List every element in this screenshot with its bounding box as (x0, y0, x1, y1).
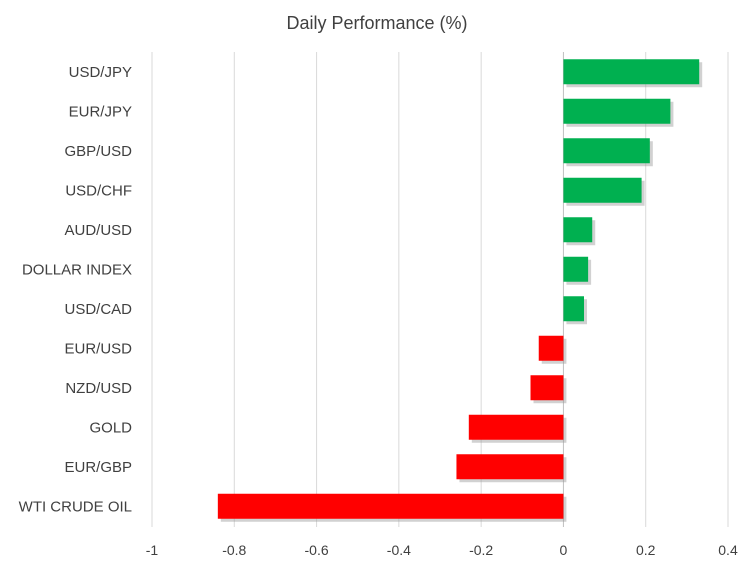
x-tick-label: -1 (146, 542, 159, 558)
bar-usd-chf (563, 177, 642, 203)
category-label: EUR/USD (64, 340, 132, 357)
x-tick-label: -0.2 (469, 542, 493, 558)
category-label: USD/CHF (65, 182, 132, 199)
bars (217, 59, 703, 522)
category-label: NZD/USD (65, 380, 132, 397)
category-label: EUR/GBP (64, 459, 132, 476)
gridlines (151, 52, 729, 527)
x-tick-label: -0.6 (305, 542, 329, 558)
bar-wti-crude-oil (217, 493, 564, 519)
category-labels: USD/JPY EUR/JPY GBP/USD USD/CHF AUD/USD DOLLA… (19, 64, 133, 516)
bar-eur-jpy (563, 98, 671, 124)
bar-usd-jpy (563, 59, 700, 85)
x-tick-label: -0.4 (387, 542, 411, 558)
x-tick-label: -0.8 (222, 542, 246, 558)
category-label: WTI CRUDE OIL (19, 498, 132, 515)
x-tick-label: 0.2 (636, 542, 656, 558)
bar-nzd-usd (530, 375, 564, 401)
bar-eur-gbp (456, 454, 564, 480)
chart-title: Daily Performance (%) (286, 13, 467, 33)
bar-dollar-index (563, 256, 589, 282)
category-label: AUD/USD (64, 222, 132, 239)
category-label: DOLLAR INDEX (22, 261, 132, 278)
x-tick-labels: -1 -0.8 -0.6 -0.4 -0.2 0 0.2 0.4 (146, 542, 738, 558)
category-label: USD/CAD (64, 301, 132, 318)
x-tick-label: 0 (560, 542, 568, 558)
bar-eur-usd (538, 335, 564, 361)
category-label: GOLD (89, 419, 132, 436)
category-label: USD/JPY (69, 64, 132, 81)
bar-gold (468, 414, 564, 440)
category-label: EUR/JPY (69, 103, 132, 120)
bar-gbp-usd (563, 138, 650, 164)
bar-aud-usd (563, 217, 593, 243)
category-label: GBP/USD (64, 143, 132, 160)
x-tick-label: 0.4 (718, 542, 738, 558)
bar-usd-cad (563, 296, 584, 322)
